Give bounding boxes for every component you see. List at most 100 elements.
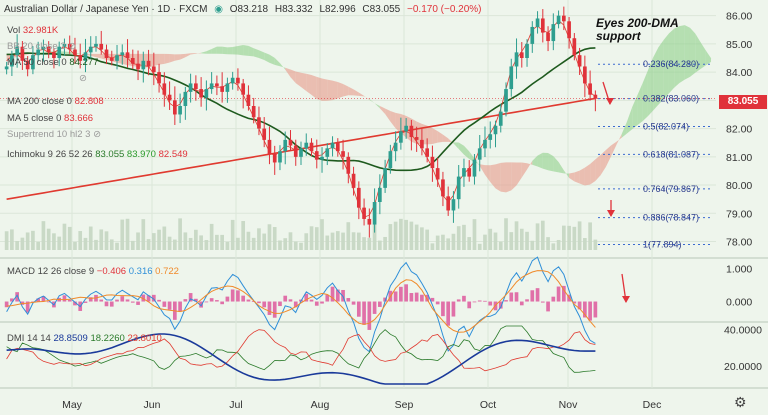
volume-bar: [157, 229, 161, 250]
ichimoku-cloud-segment: [479, 164, 485, 175]
ichimoku-cloud-segment: [227, 47, 233, 55]
candle-body: [367, 218, 372, 225]
ma50-value: 84.277: [69, 57, 99, 68]
macd-histogram-bar: [325, 294, 330, 302]
ichimoku-cloud-segment: [90, 53, 96, 58]
eye-off-icon-2[interactable]: ⊘: [79, 73, 87, 84]
candle-body: [94, 43, 98, 47]
volume-bar: [183, 232, 188, 250]
legend-ma5[interactable]: MA 5 close 0 83.666: [7, 113, 93, 124]
down-arrow-main-head: [606, 98, 614, 105]
macd-histogram-bar: [546, 301, 550, 312]
ichimoku-cloud-segment: [301, 72, 307, 91]
candle-body: [430, 156, 435, 169]
gear-icon[interactable]: ⚙: [734, 394, 747, 410]
volume-bar: [472, 219, 477, 250]
macd-histogram-bar: [257, 301, 261, 304]
volume-bar: [194, 229, 198, 250]
volume-bar: [146, 239, 151, 250]
eye-off-icon[interactable]: ⊘: [68, 41, 77, 52]
volume-bar: [36, 241, 41, 250]
ichimoku-cloud-segment: [700, 42, 706, 69]
volume-bar: [388, 224, 393, 250]
ichimoku-cloud-segment: [516, 162, 522, 186]
volume-bar: [561, 225, 566, 250]
macd-y-tick: 0.000: [726, 297, 752, 309]
volume-bar: [430, 243, 435, 250]
macd-histogram-bar: [46, 301, 51, 303]
volume-bar: [330, 232, 335, 250]
macd-histogram-bar: [4, 301, 9, 308]
ichimoku-cloud-segment: [432, 128, 438, 145]
macd-histogram-bar: [441, 301, 445, 317]
volume-bar: [62, 223, 67, 250]
ichimoku-cloud-segment: [358, 92, 365, 97]
legend-ichimoku[interactable]: Ichimoku 9 26 52 26 83.055 83.970 82.549: [7, 149, 188, 160]
ichimoku-cloud-segment: [379, 106, 386, 114]
ichimoku-cloud-segment: [642, 70, 648, 122]
change-value: −0.170 (−0.20%): [407, 4, 482, 15]
candle-body: [57, 46, 62, 58]
fib-level-label: 1(77.894): [643, 240, 682, 250]
candle-body: [146, 60, 151, 67]
volume-bar: [325, 235, 330, 250]
legend-vol[interactable]: Vol 32.981K: [7, 25, 58, 36]
legend-macd[interactable]: MACD 12 26 close 9 −0.406 0.316 0.722: [7, 266, 179, 277]
macd-histogram-bar: [435, 301, 440, 305]
volume-bar: [293, 241, 298, 250]
candle-body: [257, 117, 261, 129]
macd-histogram-bar: [351, 301, 356, 305]
ichimoku-cloud-segment: [201, 51, 207, 54]
volume-bar: [10, 229, 14, 250]
macd-histogram-bar: [451, 301, 456, 317]
volume-bar: [220, 234, 224, 250]
candle-body: [99, 43, 104, 50]
chart-annotation: Eyes 200-DMA support: [596, 17, 679, 43]
ma5-label: MA 5 close 0: [7, 113, 62, 124]
legend-eye[interactable]: ⊘: [7, 73, 87, 84]
legend-ma200[interactable]: MA 200 close 0 82.808: [7, 96, 104, 107]
candle-body: [73, 49, 77, 56]
legend-bb[interactable]: BB 20 close 2 ⊘: [7, 41, 76, 52]
macd-histogram-bar: [588, 301, 592, 321]
symbol-header: Australian Dollar / Japanese Yen · 1D · …: [4, 4, 486, 15]
macd-label: MACD 12 26 close 9: [7, 266, 95, 277]
candle-body: [467, 168, 472, 177]
volume-bar: [230, 219, 235, 250]
fib-level-label: 0.618(81.087): [643, 149, 699, 159]
ichimoku-cloud-segment: [264, 52, 270, 63]
ichimoku-cloud-segment: [621, 121, 627, 138]
ichimoku-cloud-segment: [632, 95, 638, 130]
vol-value: 32.981K: [22, 25, 59, 36]
ichimoku-cloud-segment: [500, 162, 507, 193]
volume-bar: [572, 226, 577, 250]
legend-supertrend[interactable]: Supertrend 10 hl2 3 ⊘: [7, 129, 101, 140]
ichimoku-cloud-segment: [243, 45, 249, 56]
eye-off-icon-3[interactable]: ⊘: [93, 129, 102, 140]
volume-bar: [67, 226, 72, 250]
candle-body: [283, 139, 288, 152]
candle-body: [62, 43, 67, 47]
candle-body: [157, 72, 161, 84]
ichimoku-cloud-segment: [343, 83, 349, 97]
candle-body: [546, 32, 550, 42]
ichimoku-cloud-segment: [248, 45, 254, 57]
ichimoku-cloud-segment: [159, 53, 165, 65]
candle-body: [36, 49, 41, 56]
macd-histogram-bar: [62, 295, 67, 302]
macd-histogram-bar: [73, 301, 77, 306]
macd-histogram-bar: [446, 301, 451, 326]
candle-body: [220, 86, 224, 92]
legend-ma50[interactable]: MA 50 close 0 84.277: [7, 57, 98, 68]
volume-bar: [441, 234, 445, 250]
legend-dmi[interactable]: DMI 14 14 28.8509 18.2260 23.8010: [7, 333, 162, 344]
macd-histogram-bar: [556, 286, 561, 302]
candle-body: [535, 18, 540, 27]
volume-bar: [577, 221, 582, 250]
macd-histogram-bar: [120, 296, 125, 302]
macd-histogram-bar: [383, 297, 387, 302]
volume-bar: [141, 219, 146, 250]
candle-body: [151, 66, 156, 73]
macd-histogram-bar: [514, 292, 519, 302]
